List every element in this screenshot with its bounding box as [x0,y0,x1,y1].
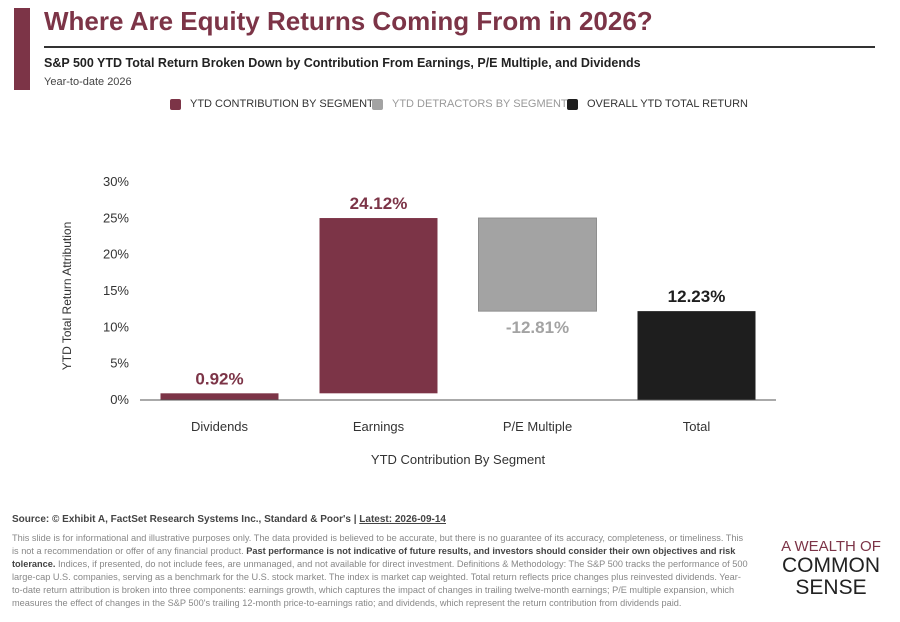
x-tick-label: P/E Multiple [503,419,572,434]
bar-total [637,311,756,400]
waterfall-chart: 0% 5% 10% 15% 20% 25% 30% YTD Total Return Attr… [60,174,776,467]
title-accent-bar [14,8,30,90]
date-note: Year-to-date 2026 [44,76,132,88]
y-tick-label: 15% [103,283,129,298]
legend-label-detractors: YTD DETRACTORS BY SEGMENT [392,98,568,110]
source-text: Source: © Exhibit A, FactSet Research Sy… [12,514,360,525]
legend-item-total: OVERALL YTD TOTAL RETURN [567,98,748,110]
y-tick-label: 10% [103,319,129,334]
data-label: -12.81% [506,318,569,337]
x-tick-label: Earnings [353,419,405,434]
legend-label-contribution: YTD CONTRIBUTION BY SEGMENT [190,98,374,110]
brand-logo: A WEALTH OF COMMON SENSE [770,538,892,599]
legend-swatch-total [567,98,578,110]
logo-line-1: A WEALTH OF [781,538,881,555]
legend-item-detractors: YTD DETRACTORS BY SEGMENT [372,98,568,110]
logo-line-2: COMMON [782,554,880,577]
page-title: Where Are Equity Returns Coming From in … [44,6,653,36]
title-divider [44,46,875,48]
source-note: Source: © Exhibit A, FactSet Research Sy… [12,514,446,525]
chart-subtitle: S&P 500 YTD Total Return Broken Down by … [44,56,641,70]
bar-earnings [319,218,438,394]
x-tick-label: Total [683,419,711,434]
data-label: 24.12% [350,194,408,213]
disclaimer-text-2: Indices, if presented, do not include fe… [12,559,748,608]
y-tick-label: 0% [110,392,129,407]
disclaimer-text-1: This slide is for informational and illu… [12,533,744,556]
data-label: 12.23% [668,287,726,306]
source-latest-link[interactable]: Latest: 2026-09-14 [359,514,446,525]
logo-line-3: SENSE [795,576,867,599]
bar-p-e-multiple [478,217,597,312]
data-label: 0.92% [195,369,243,388]
legend-item-contribution: YTD CONTRIBUTION BY SEGMENT [170,98,374,110]
x-axis-title: YTD Contribution By Segment [371,452,546,467]
disclaimer-bold: Past performance is not indicative of fu… [12,546,736,569]
legend-swatch-contribution [170,98,181,110]
disclaimer: This slide is for informational and illu… [12,532,750,610]
legend-swatch-detractors [372,98,383,110]
y-tick-label: 30% [103,174,129,189]
x-tick-label: Dividends [191,419,249,434]
y-tick-label: 25% [103,210,129,225]
legend-label-total: OVERALL YTD TOTAL RETURN [587,98,748,110]
y-tick-label: 20% [103,247,129,262]
bar-dividends [160,393,279,400]
y-tick-label: 5% [110,356,129,371]
chart-legend: YTD CONTRIBUTION BY SEGMENT YTD DETRACTO… [0,98,900,114]
y-axis-title: YTD Total Return Attribution [60,222,74,371]
